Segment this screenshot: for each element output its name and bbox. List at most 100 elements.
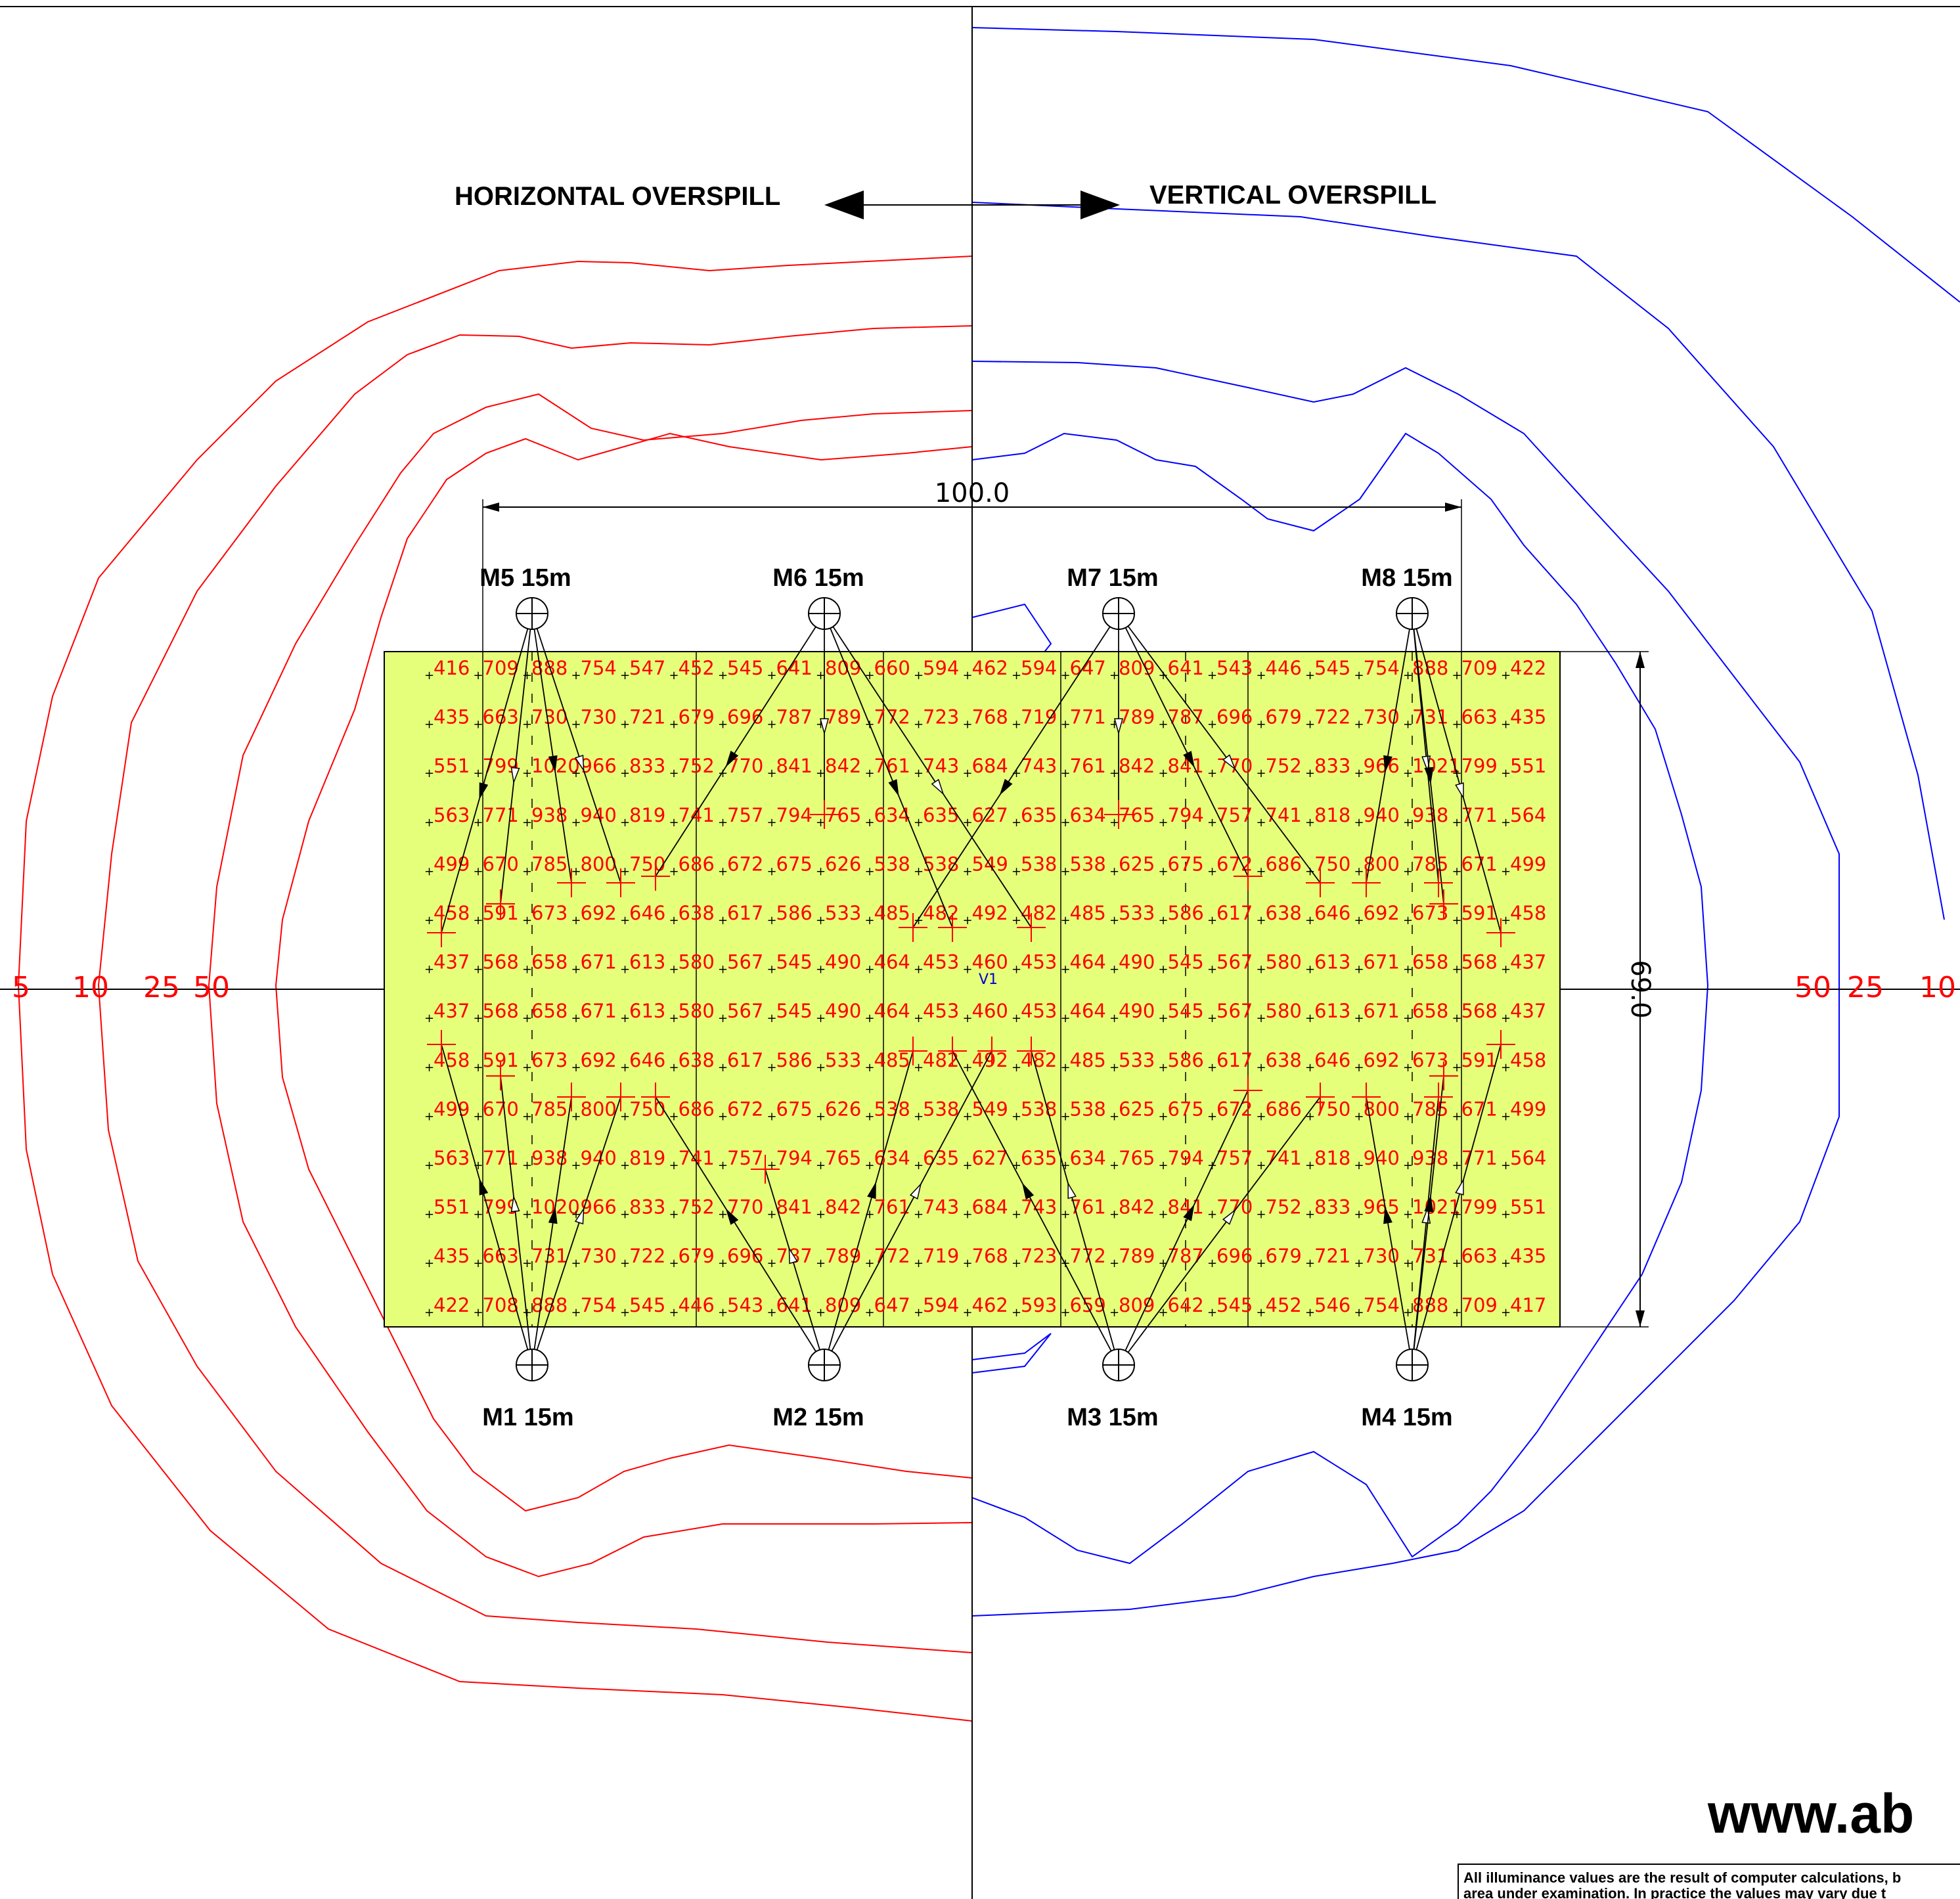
illuminance-value: 635: [923, 1147, 959, 1169]
illuminance-value: 789: [825, 706, 861, 728]
illuminance-value: 437: [434, 951, 470, 973]
illuminance-value: 768: [972, 706, 1008, 728]
illuminance-value: 671: [1364, 951, 1400, 973]
illuminance-value: 841: [776, 1196, 813, 1218]
grid-point-marker: +: [669, 1208, 679, 1222]
illuminance-value: 551: [434, 755, 470, 777]
grid-point-marker: +: [767, 1306, 777, 1320]
illuminance-value: 686: [679, 853, 715, 875]
grid-point-marker: +: [1501, 1306, 1511, 1320]
grid-point-marker: +: [767, 1012, 777, 1025]
illuminance-value: 743: [923, 1196, 959, 1218]
illuminance-value: 482: [1021, 1049, 1057, 1071]
illuminance-value: 460: [972, 951, 1008, 973]
grid-point-marker: +: [914, 816, 924, 830]
grid-point-marker: +: [1501, 718, 1511, 732]
aim-arrowhead: [999, 778, 1013, 795]
illuminance-value: 741: [679, 804, 715, 826]
illuminance-value: 771: [1070, 706, 1106, 728]
aim-arrowhead: [788, 1246, 798, 1264]
grid-point-marker: +: [767, 914, 777, 927]
illuminance-value: 752: [679, 755, 715, 777]
illuminance-value: 586: [1168, 902, 1204, 924]
illuminance-value: 464: [874, 1000, 910, 1022]
grid-point-marker: +: [1061, 963, 1071, 977]
mast-8: M8 15m: [1361, 564, 1453, 630]
grid-point-marker: +: [522, 816, 532, 830]
grid-point-marker: +: [1305, 1306, 1315, 1320]
illuminance-value: 416: [434, 657, 470, 679]
grid-point-marker: +: [1012, 914, 1021, 927]
grid-point-marker: +: [1501, 767, 1511, 780]
illuminance-value: 673: [531, 902, 568, 924]
grid-point-marker: +: [1159, 1257, 1169, 1270]
illuminance-value: 627: [972, 804, 1008, 826]
grid-point-marker: +: [963, 963, 973, 977]
illuminance-value: 437: [434, 1000, 470, 1022]
grid-point-marker: +: [1452, 1257, 1462, 1270]
lighting-masts: M1 15m M2 15m M3 15m M4 15m M5 15m M6 15m M7 1…: [479, 564, 1452, 1431]
grid-point-marker: +: [1012, 767, 1021, 780]
aim-line: [500, 613, 533, 905]
illuminance-value: 672: [727, 1098, 763, 1120]
v-contour-label-25: 25: [1847, 971, 1884, 1004]
grid-point-marker: +: [1452, 1109, 1462, 1123]
grid-point-marker: +: [1452, 963, 1462, 977]
grid-point-marker: +: [963, 914, 973, 927]
illuminance-value: 485: [1070, 902, 1106, 924]
illuminance-value: 452: [1266, 1294, 1302, 1316]
grid-point-marker: +: [1305, 1208, 1315, 1222]
illuminance-value: 686: [1266, 1098, 1302, 1120]
illuminance-value: 538: [1070, 853, 1106, 875]
illuminance-value: 533: [825, 1049, 861, 1071]
illuminance-value: 641: [1168, 657, 1204, 679]
grid-point-marker: +: [571, 864, 581, 878]
aim-arrowhead: [725, 1208, 739, 1225]
illuminance-value: 730: [1364, 1245, 1400, 1267]
grid-point-marker: +: [571, 1109, 581, 1123]
grid-point-marker: +: [914, 1306, 924, 1320]
illuminance-value: 757: [1216, 1147, 1253, 1169]
illuminance-value: 638: [1266, 1049, 1302, 1071]
illuminance-value: 799: [1461, 755, 1498, 777]
illuminance-value: 538: [1021, 853, 1057, 875]
grid-point-marker: +: [1305, 1257, 1315, 1270]
grid-point-marker: +: [1207, 816, 1217, 830]
illuminance-value: 490: [1119, 1000, 1155, 1022]
illuminance-value: 551: [434, 1196, 470, 1218]
grid-point-marker: +: [571, 1012, 581, 1025]
grid-point-marker: +: [1403, 669, 1413, 682]
grid-point-marker: +: [767, 718, 777, 732]
illuminance-value: 709: [1461, 657, 1498, 679]
contour-10: [97, 325, 973, 1653]
grid-point-marker: +: [424, 1109, 434, 1123]
illuminance-value: 842: [1119, 755, 1155, 777]
grid-point-marker: +: [1452, 914, 1462, 927]
grid-point-marker: +: [474, 1012, 483, 1025]
illuminance-value: 723: [923, 706, 959, 728]
grid-point-marker: +: [669, 718, 679, 732]
mast-label: M8 15m: [1361, 564, 1452, 592]
illuminance-value: 785: [1412, 853, 1448, 875]
illuminance-value: 731: [1412, 1245, 1448, 1267]
illuminance-value: 538: [874, 853, 910, 875]
illuminance-value: 580: [679, 951, 715, 973]
contour-5: [17, 256, 973, 1722]
contour-label-5: 5: [12, 971, 30, 1004]
illuminance-value: 625: [1119, 853, 1155, 875]
illuminance-value: 679: [1266, 706, 1302, 728]
grid-point-marker: +: [1109, 1257, 1119, 1270]
illuminance-value: 842: [1119, 1196, 1155, 1218]
grid-point-marker: +: [1501, 1257, 1511, 1270]
grid-point-marker: +: [914, 914, 924, 927]
grid-point-marker: +: [1061, 1159, 1071, 1173]
grid-point-marker: +: [767, 963, 777, 977]
mast-4: M4 15m: [1361, 1349, 1453, 1431]
illuminance-value: 785: [531, 1098, 568, 1120]
grid-point-marker: +: [1501, 914, 1511, 927]
illuminance-value: 663: [1461, 706, 1498, 728]
grid-point-marker: +: [1305, 1159, 1315, 1173]
illuminance-value: 567: [1216, 951, 1253, 973]
illuminance-value: 785: [1412, 1098, 1448, 1120]
grid-point-marker: +: [1109, 1159, 1119, 1173]
